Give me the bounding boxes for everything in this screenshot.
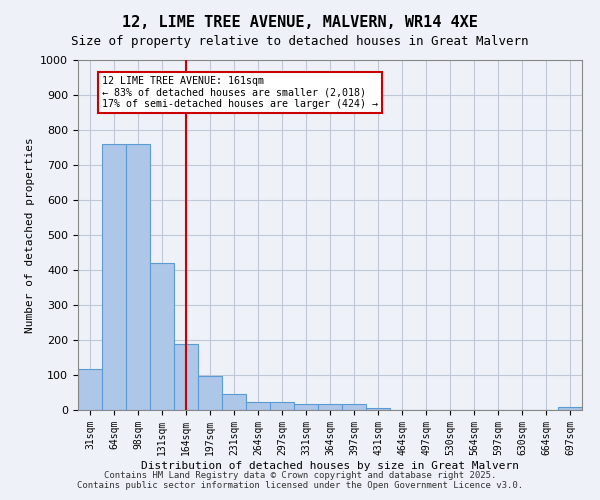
Bar [150, 263, 174, 410]
Bar [102, 144, 126, 410]
Text: 12, LIME TREE AVENUE, MALVERN, WR14 4XE: 12, LIME TREE AVENUE, MALVERN, WR14 4XE [122, 15, 478, 30]
Text: Size of property relative to detached houses in Great Malvern: Size of property relative to detached ho… [71, 35, 529, 48]
Bar [318, 404, 342, 410]
Bar [174, 344, 198, 410]
Bar [270, 402, 294, 410]
Bar [78, 368, 102, 410]
Y-axis label: Number of detached properties: Number of detached properties [25, 137, 35, 333]
Bar [198, 376, 222, 410]
Text: 12 LIME TREE AVENUE: 161sqm
← 83% of detached houses are smaller (2,018)
17% of : 12 LIME TREE AVENUE: 161sqm ← 83% of det… [102, 76, 378, 109]
X-axis label: Distribution of detached houses by size in Great Malvern: Distribution of detached houses by size … [141, 460, 519, 470]
Bar [342, 404, 366, 410]
Bar [366, 408, 390, 410]
Bar [126, 144, 150, 410]
Bar [246, 402, 270, 410]
Text: Contains HM Land Registry data © Crown copyright and database right 2025.
Contai: Contains HM Land Registry data © Crown c… [77, 470, 523, 490]
Bar [222, 394, 246, 410]
Bar [558, 407, 582, 410]
Bar [294, 404, 318, 410]
